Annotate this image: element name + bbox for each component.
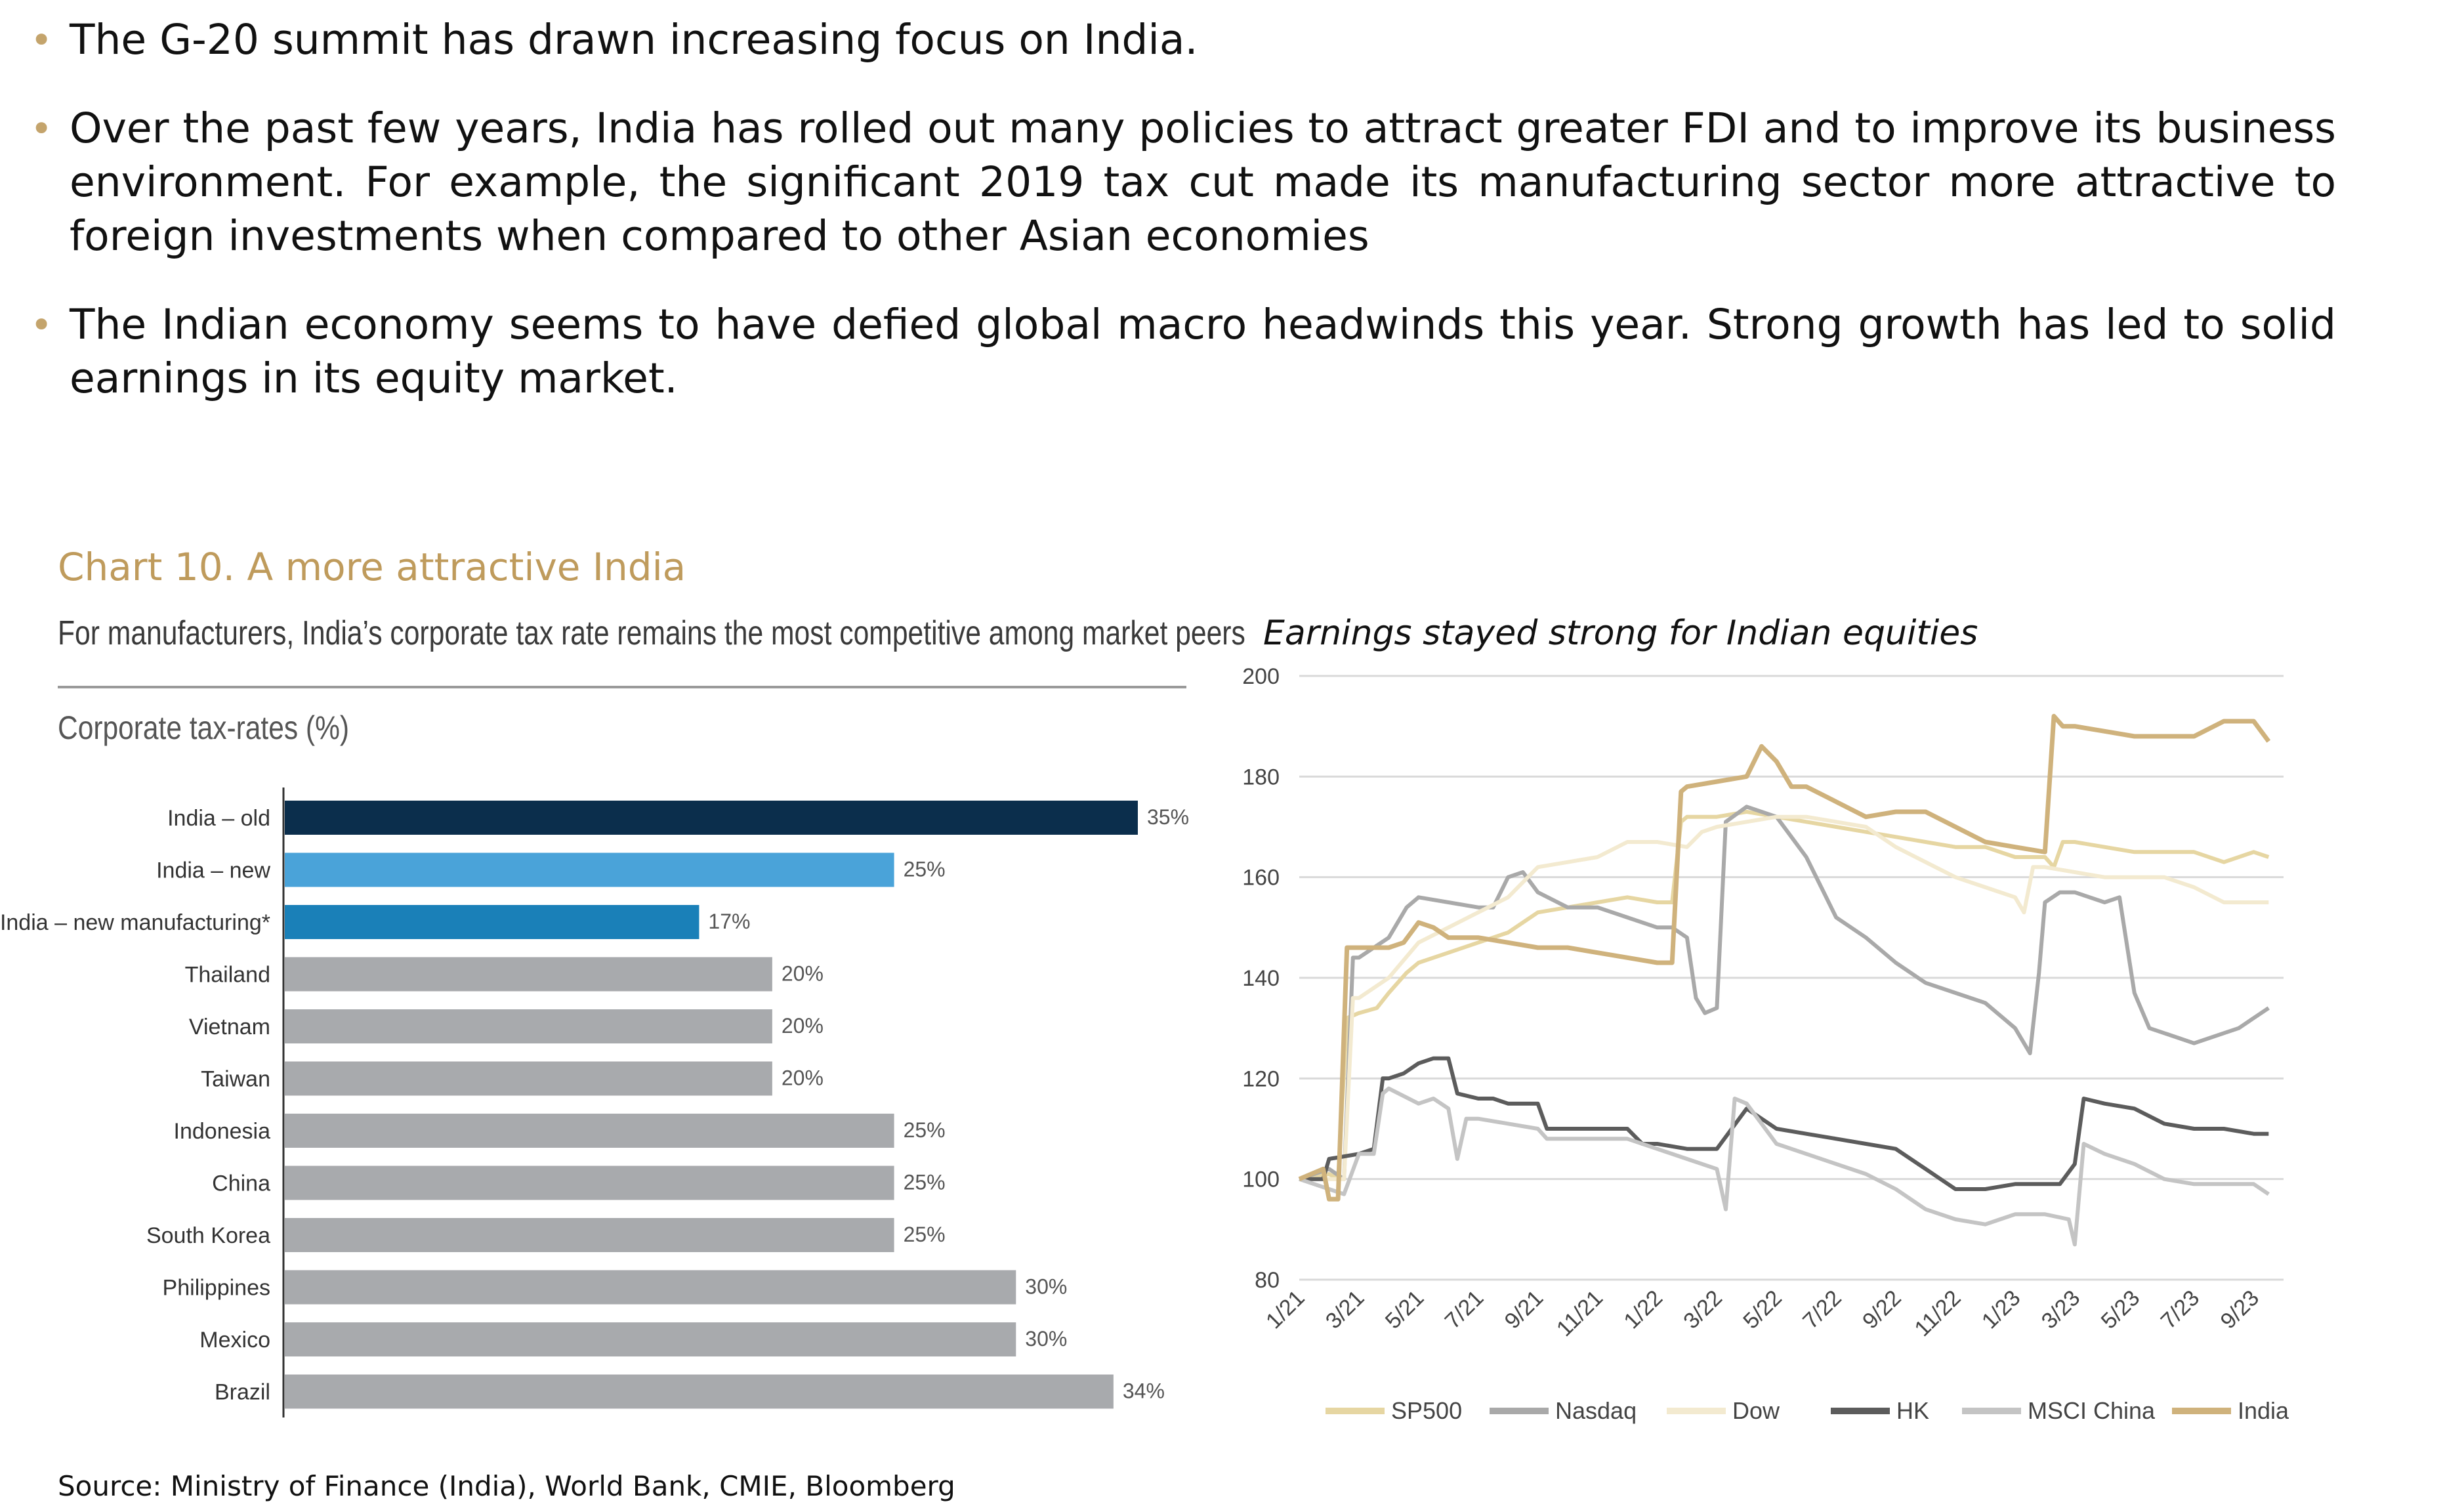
bar-category-label: Mexico (199, 1328, 270, 1353)
legend-label: MSCI China (2028, 1397, 2156, 1424)
bar-chart: India – old 35% India – new 25% India – new … (0, 788, 1189, 1418)
y-tick-label: 160 (1242, 866, 1280, 891)
bar-value-label: 20% (782, 1014, 824, 1038)
bar (285, 905, 700, 939)
bullet-dot-icon: • (30, 106, 53, 151)
y-tick-label: 100 (1242, 1167, 1280, 1192)
bar (285, 1114, 894, 1148)
y-tick-label: 140 (1242, 966, 1280, 991)
bar-value-label: 20% (782, 1066, 824, 1090)
chart-subtitle: For manufacturers, India’s corporate tax… (58, 614, 1245, 652)
bar-category-label: Thailand (185, 963, 270, 988)
bar-category-label: Taiwan (201, 1067, 270, 1092)
bullet-item: • The Indian economy seems to have defie… (26, 298, 2336, 406)
series-line-hk (1299, 1056, 2269, 1191)
source-note: Source: Ministry of Finance (India), Wor… (58, 1470, 955, 1502)
x-tick-label: 5/22 (1738, 1286, 1787, 1334)
x-tick-label: 9/23 (2216, 1286, 2265, 1334)
bar-value-label: 30% (1025, 1327, 1067, 1351)
legend-label: HK (1896, 1397, 1929, 1424)
bar-value-label: 25% (904, 1118, 946, 1142)
bar-value-label: 30% (1025, 1275, 1067, 1299)
legend-label: SP500 (1391, 1397, 1462, 1424)
y-tick-label: 80 (1255, 1268, 1280, 1293)
bullet-text: The Indian economy seems to have defied … (70, 301, 2336, 402)
y-tick-label: 200 (1242, 664, 1280, 689)
bar (285, 1218, 894, 1252)
bar (285, 801, 1138, 835)
x-tick-label: 5/21 (1381, 1286, 1429, 1334)
bar-value-label: 35% (1147, 805, 1189, 829)
bar (285, 1009, 772, 1043)
legend-label: Dow (1732, 1397, 1780, 1424)
bar-value-label: 25% (904, 858, 946, 881)
x-tick-label: 11/21 (1552, 1286, 1608, 1341)
bullet-text: Over the past few years, India has rolle… (70, 104, 2336, 260)
bar (285, 1061, 772, 1096)
y-tick-label: 180 (1242, 765, 1280, 789)
bar-category-label: India – new manufacturing* (0, 910, 270, 935)
x-tick-label: 3/22 (1679, 1286, 1727, 1334)
series-line-nasdaq (1299, 805, 2270, 1181)
bar-value-label: 34% (1123, 1379, 1165, 1403)
series-line-msci-china (1299, 1086, 2270, 1247)
series-line-sp500 (1299, 810, 2270, 1181)
x-tick-label: 3/23 (2037, 1286, 2085, 1334)
bar-category-label: Indonesia (174, 1119, 271, 1144)
bar-axis-caption: Corporate tax-rates (%) (58, 709, 350, 746)
bar (285, 1322, 1016, 1356)
y-tick-label: 120 (1242, 1066, 1280, 1091)
bar-value-label: 17% (708, 910, 750, 933)
subtitle-rule (58, 686, 1186, 688)
legend-label: India (2238, 1397, 2289, 1424)
x-tick-label: 1/22 (1619, 1286, 1667, 1334)
series-line-dow (1299, 814, 2269, 1181)
line-chart-title: Earnings stayed strong for Indian equiti… (1263, 614, 1978, 653)
bar-category-label: Vietnam (189, 1015, 270, 1040)
bar (285, 1270, 1016, 1305)
bar-category-label: South Korea (146, 1223, 270, 1248)
x-tick-label: 7/21 (1440, 1286, 1489, 1334)
bar (285, 852, 894, 887)
bar-category-label: China (212, 1171, 270, 1196)
bar-value-label: 25% (904, 1223, 946, 1246)
chart-title: Chart 10. A more attractive India (58, 545, 686, 589)
bullet-dot-icon: • (30, 18, 53, 62)
bar-value-label: 25% (904, 1171, 946, 1194)
x-tick-label: 1/23 (1977, 1286, 2026, 1334)
bullet-item: • Over the past few years, India has rol… (26, 102, 2336, 263)
bullet-item: • The G-20 summit has drawn increasing f… (26, 13, 2336, 67)
bullet-text: The G-20 summit has drawn increasing foc… (70, 16, 1198, 64)
bar (285, 957, 772, 992)
bar-category-label: India – old (167, 806, 270, 831)
bar-category-label: Brazil (215, 1380, 270, 1405)
bar (285, 1166, 894, 1200)
x-tick-label: 3/21 (1321, 1286, 1369, 1334)
x-tick-label: 7/23 (2156, 1286, 2205, 1334)
bullet-list: • The G-20 summit has drawn increasing f… (26, 13, 2336, 440)
x-tick-label: 5/23 (2097, 1286, 2145, 1334)
bar-value-label: 20% (782, 962, 824, 986)
bullet-dot-icon: • (30, 303, 53, 347)
bar-category-label: India – new (156, 858, 270, 883)
x-tick-label: 11/22 (1910, 1286, 1965, 1341)
x-tick-label: 9/22 (1858, 1286, 1906, 1334)
series-line-india (1298, 713, 2271, 1202)
bar (285, 1374, 1114, 1409)
x-tick-label: 7/22 (1798, 1286, 1847, 1334)
legend-label: Nasdaq (1555, 1397, 1637, 1424)
bar-category-label: Philippines (163, 1276, 270, 1301)
x-tick-label: 9/21 (1500, 1286, 1549, 1334)
